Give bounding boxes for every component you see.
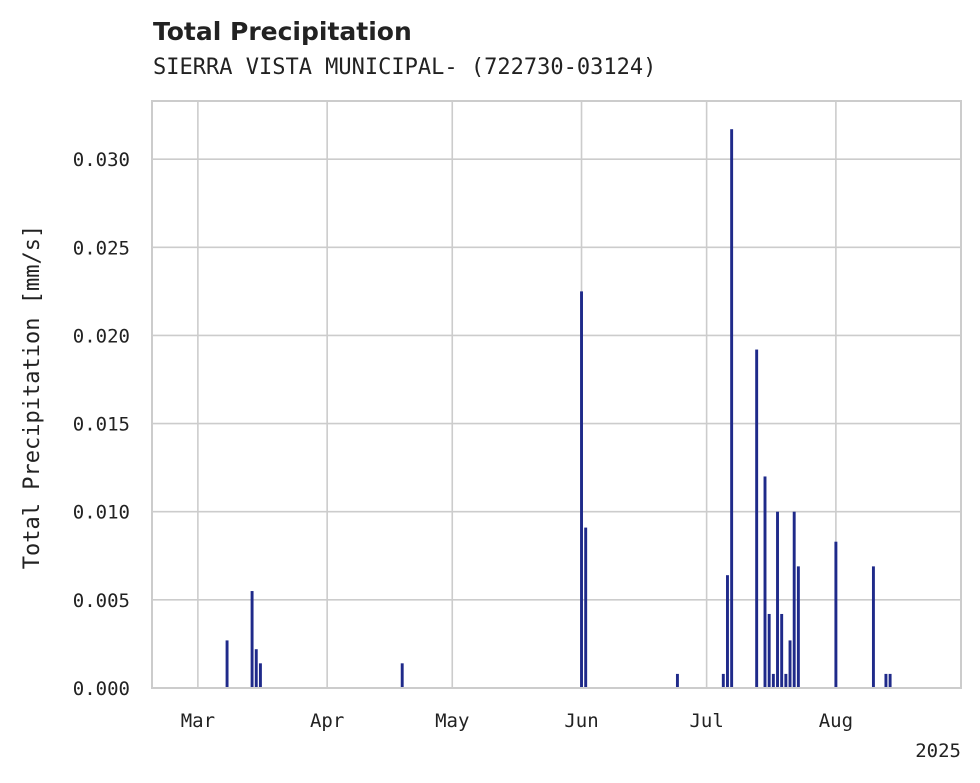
x-tick-label: Jun bbox=[564, 710, 598, 732]
precipitation-bar bbox=[796, 566, 800, 688]
precipitation-bar bbox=[675, 673, 679, 688]
x-tick-label: Apr bbox=[310, 710, 344, 732]
precipitation-bar bbox=[780, 613, 784, 688]
y-tick-labels: 0.000 0.005 0.010 0.015 0.020 0.025 0.030 bbox=[73, 149, 130, 700]
precipitation-bar bbox=[884, 673, 888, 688]
y-tick-label: 0.025 bbox=[73, 237, 130, 259]
precipitation-bar bbox=[792, 511, 796, 688]
y-tick-label: 0.005 bbox=[73, 590, 130, 612]
precipitation-bar bbox=[254, 649, 258, 688]
precipitation-bar bbox=[258, 663, 262, 688]
precipitation-bar bbox=[784, 673, 788, 688]
precipitation-bar bbox=[888, 673, 892, 688]
x-tick-label: Jul bbox=[689, 710, 723, 732]
precipitation-bar bbox=[250, 591, 254, 688]
y-tick-label: 0.020 bbox=[73, 325, 130, 347]
precipitation-bar bbox=[871, 566, 875, 688]
x-tick-labels: Mar Apr May Jun Jul Aug bbox=[181, 710, 853, 732]
precipitation-bar bbox=[776, 511, 779, 688]
precipitation-bar bbox=[584, 527, 588, 688]
x-offset-label: 2025 bbox=[915, 740, 961, 762]
y-tick-label: 0.030 bbox=[73, 149, 130, 171]
precipitation-bar bbox=[400, 663, 404, 688]
precipitation-bar bbox=[225, 640, 229, 688]
precipitation-bar bbox=[767, 613, 771, 688]
chart-title: Total Precipitation bbox=[153, 17, 412, 46]
precipitation-bar bbox=[834, 541, 838, 688]
plot-frame bbox=[151, 100, 962, 689]
grid-lines bbox=[152, 101, 961, 689]
y-tick-label: 0.015 bbox=[73, 414, 130, 436]
y-tick-label: 0.010 bbox=[73, 502, 130, 524]
precipitation-bar bbox=[771, 673, 775, 688]
precipitation-bar bbox=[726, 575, 729, 688]
precipitation-bar bbox=[580, 291, 583, 688]
precipitation-bar bbox=[755, 349, 759, 688]
x-tick-label: May bbox=[435, 710, 469, 732]
precipitation-bar bbox=[730, 129, 734, 688]
x-tick-label: Mar bbox=[181, 710, 215, 732]
precipitation-bar bbox=[788, 640, 792, 688]
y-tick-label: 0.000 bbox=[73, 678, 130, 700]
precipitation-bars bbox=[225, 129, 892, 688]
chart-subtitle: SIERRA VISTA MUNICIPAL- (722730-03124) bbox=[153, 55, 656, 80]
precipitation-bar bbox=[721, 673, 725, 688]
y-axis-label: Total Precipitation [mm/s] bbox=[20, 225, 45, 569]
x-tick-label: Aug bbox=[819, 710, 853, 732]
precipitation-bar bbox=[763, 476, 767, 688]
